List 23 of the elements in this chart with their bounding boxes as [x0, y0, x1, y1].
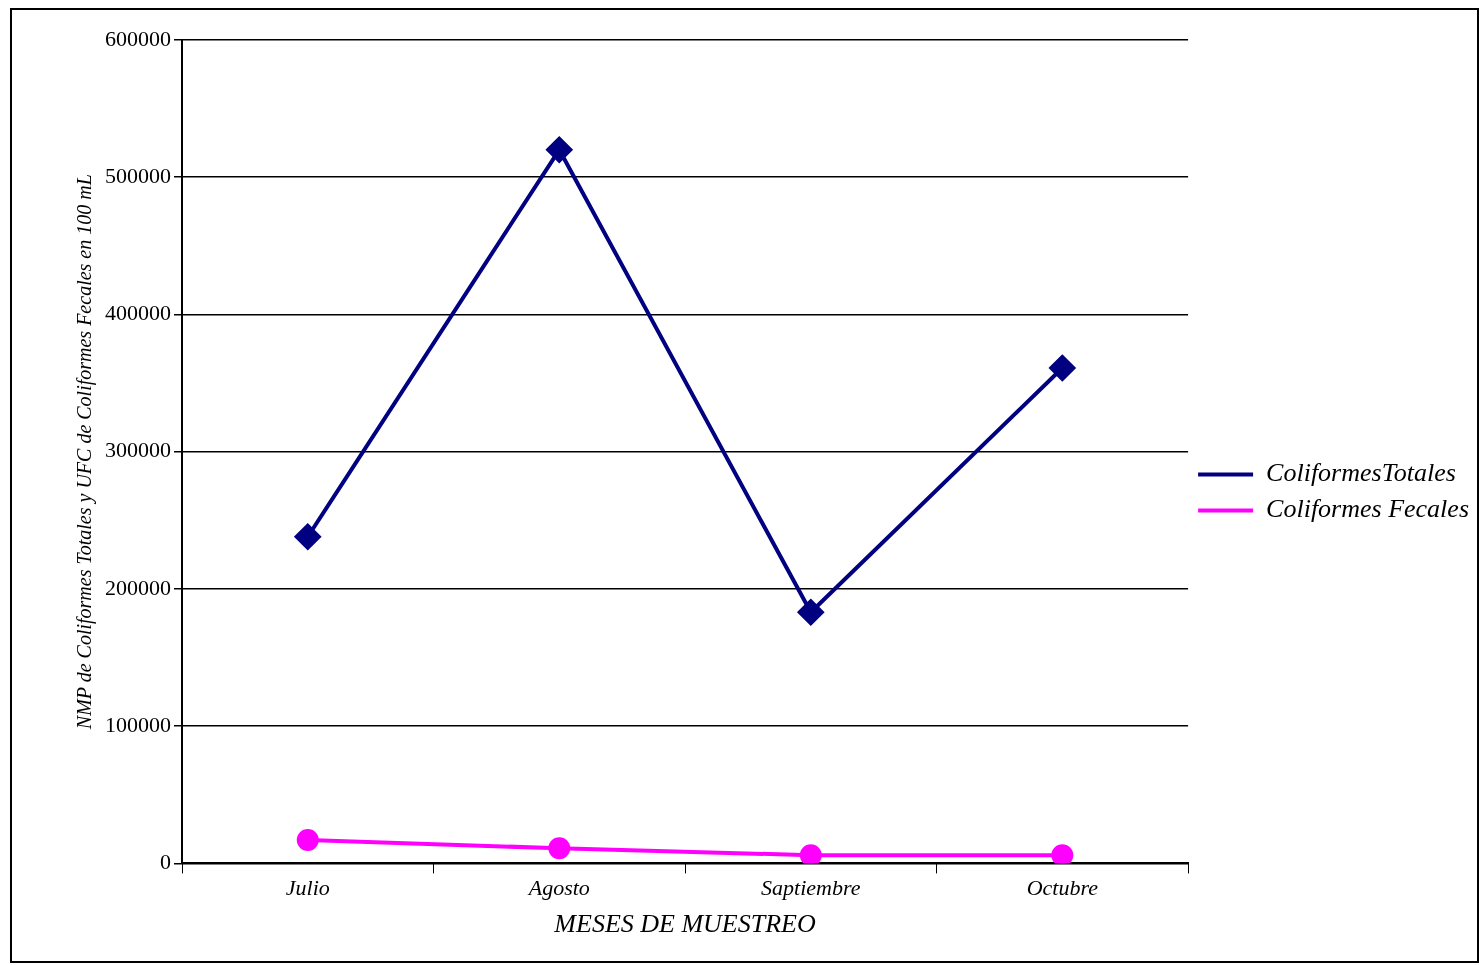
point	[1051, 844, 1074, 864]
y-axis-title: NMP de Coliformes Totales y UFC de Coliformes Fecales en 100 mL	[73, 174, 97, 731]
y-tick-label: 0	[160, 849, 171, 875]
x-tick-label: Agosto	[526, 875, 590, 901]
point	[797, 599, 824, 626]
legend-label: ColiformesTotales	[1266, 458, 1456, 488]
point	[546, 136, 573, 163]
y-tick-label: 500000	[105, 163, 171, 189]
y-tick-label: 600000	[105, 25, 171, 51]
point	[294, 523, 321, 550]
y-tick-label: 400000	[105, 300, 171, 326]
x-tick-label: Saptiembre	[761, 875, 861, 901]
x-tick-label: Julio	[285, 875, 330, 901]
x-axis-title: MESES DE MUESTREO	[553, 909, 816, 939]
point	[296, 829, 319, 852]
legend-label: Coliformes Fecales	[1266, 494, 1470, 524]
point	[1049, 354, 1076, 381]
y-tick-label: 200000	[105, 574, 171, 600]
y-tick-label: 100000	[105, 711, 171, 737]
y-tick-label: 300000	[105, 437, 171, 463]
x-tick-label: Octubre	[1026, 875, 1099, 901]
point	[548, 837, 571, 860]
point	[799, 844, 822, 864]
